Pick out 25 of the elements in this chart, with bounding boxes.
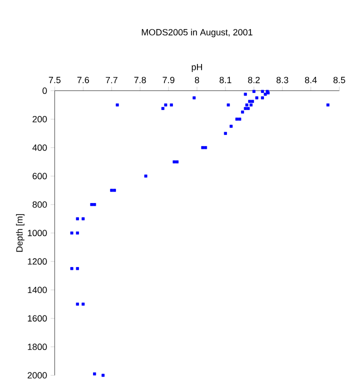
y-tick-label: 1800: [28, 344, 47, 350]
y-tick-label: 800: [32, 201, 47, 208]
y-tick-label: 1400: [28, 286, 47, 294]
y-axis-title: Depth [m]: [16, 214, 24, 252]
y-tick-label: 1200: [28, 258, 47, 265]
y-tick-label: 200: [32, 116, 47, 122]
x-axis-title: pH: [192, 64, 202, 72]
x-tick-label: 8.1: [220, 76, 232, 84]
y-tick-label: 2000: [28, 372, 47, 378]
x-tick-label: 7.8: [134, 76, 146, 84]
y-tick-label: 0: [42, 88, 47, 94]
x-tick-label: 7.7: [106, 77, 118, 84]
x-tick-label: 8.5: [333, 76, 346, 84]
x-tick-label: 8.4: [305, 76, 317, 84]
x-tick-label: 7.5: [48, 76, 61, 84]
chart-title: MODS2005 in August, 2001: [142, 28, 252, 38]
x-tick-label: 8.3: [276, 76, 288, 84]
x-tick-label: 7.6: [77, 76, 89, 84]
x-tick-label: 8: [194, 76, 200, 84]
y-tick-label: 600: [32, 172, 47, 180]
y-tick-label: 1000: [28, 230, 47, 236]
x-tick-label: 8.2: [248, 76, 260, 84]
y-tick-label: 400: [32, 144, 47, 151]
y-tick-label: 1600: [28, 315, 47, 322]
x-tick-label: 7.9: [162, 76, 174, 84]
